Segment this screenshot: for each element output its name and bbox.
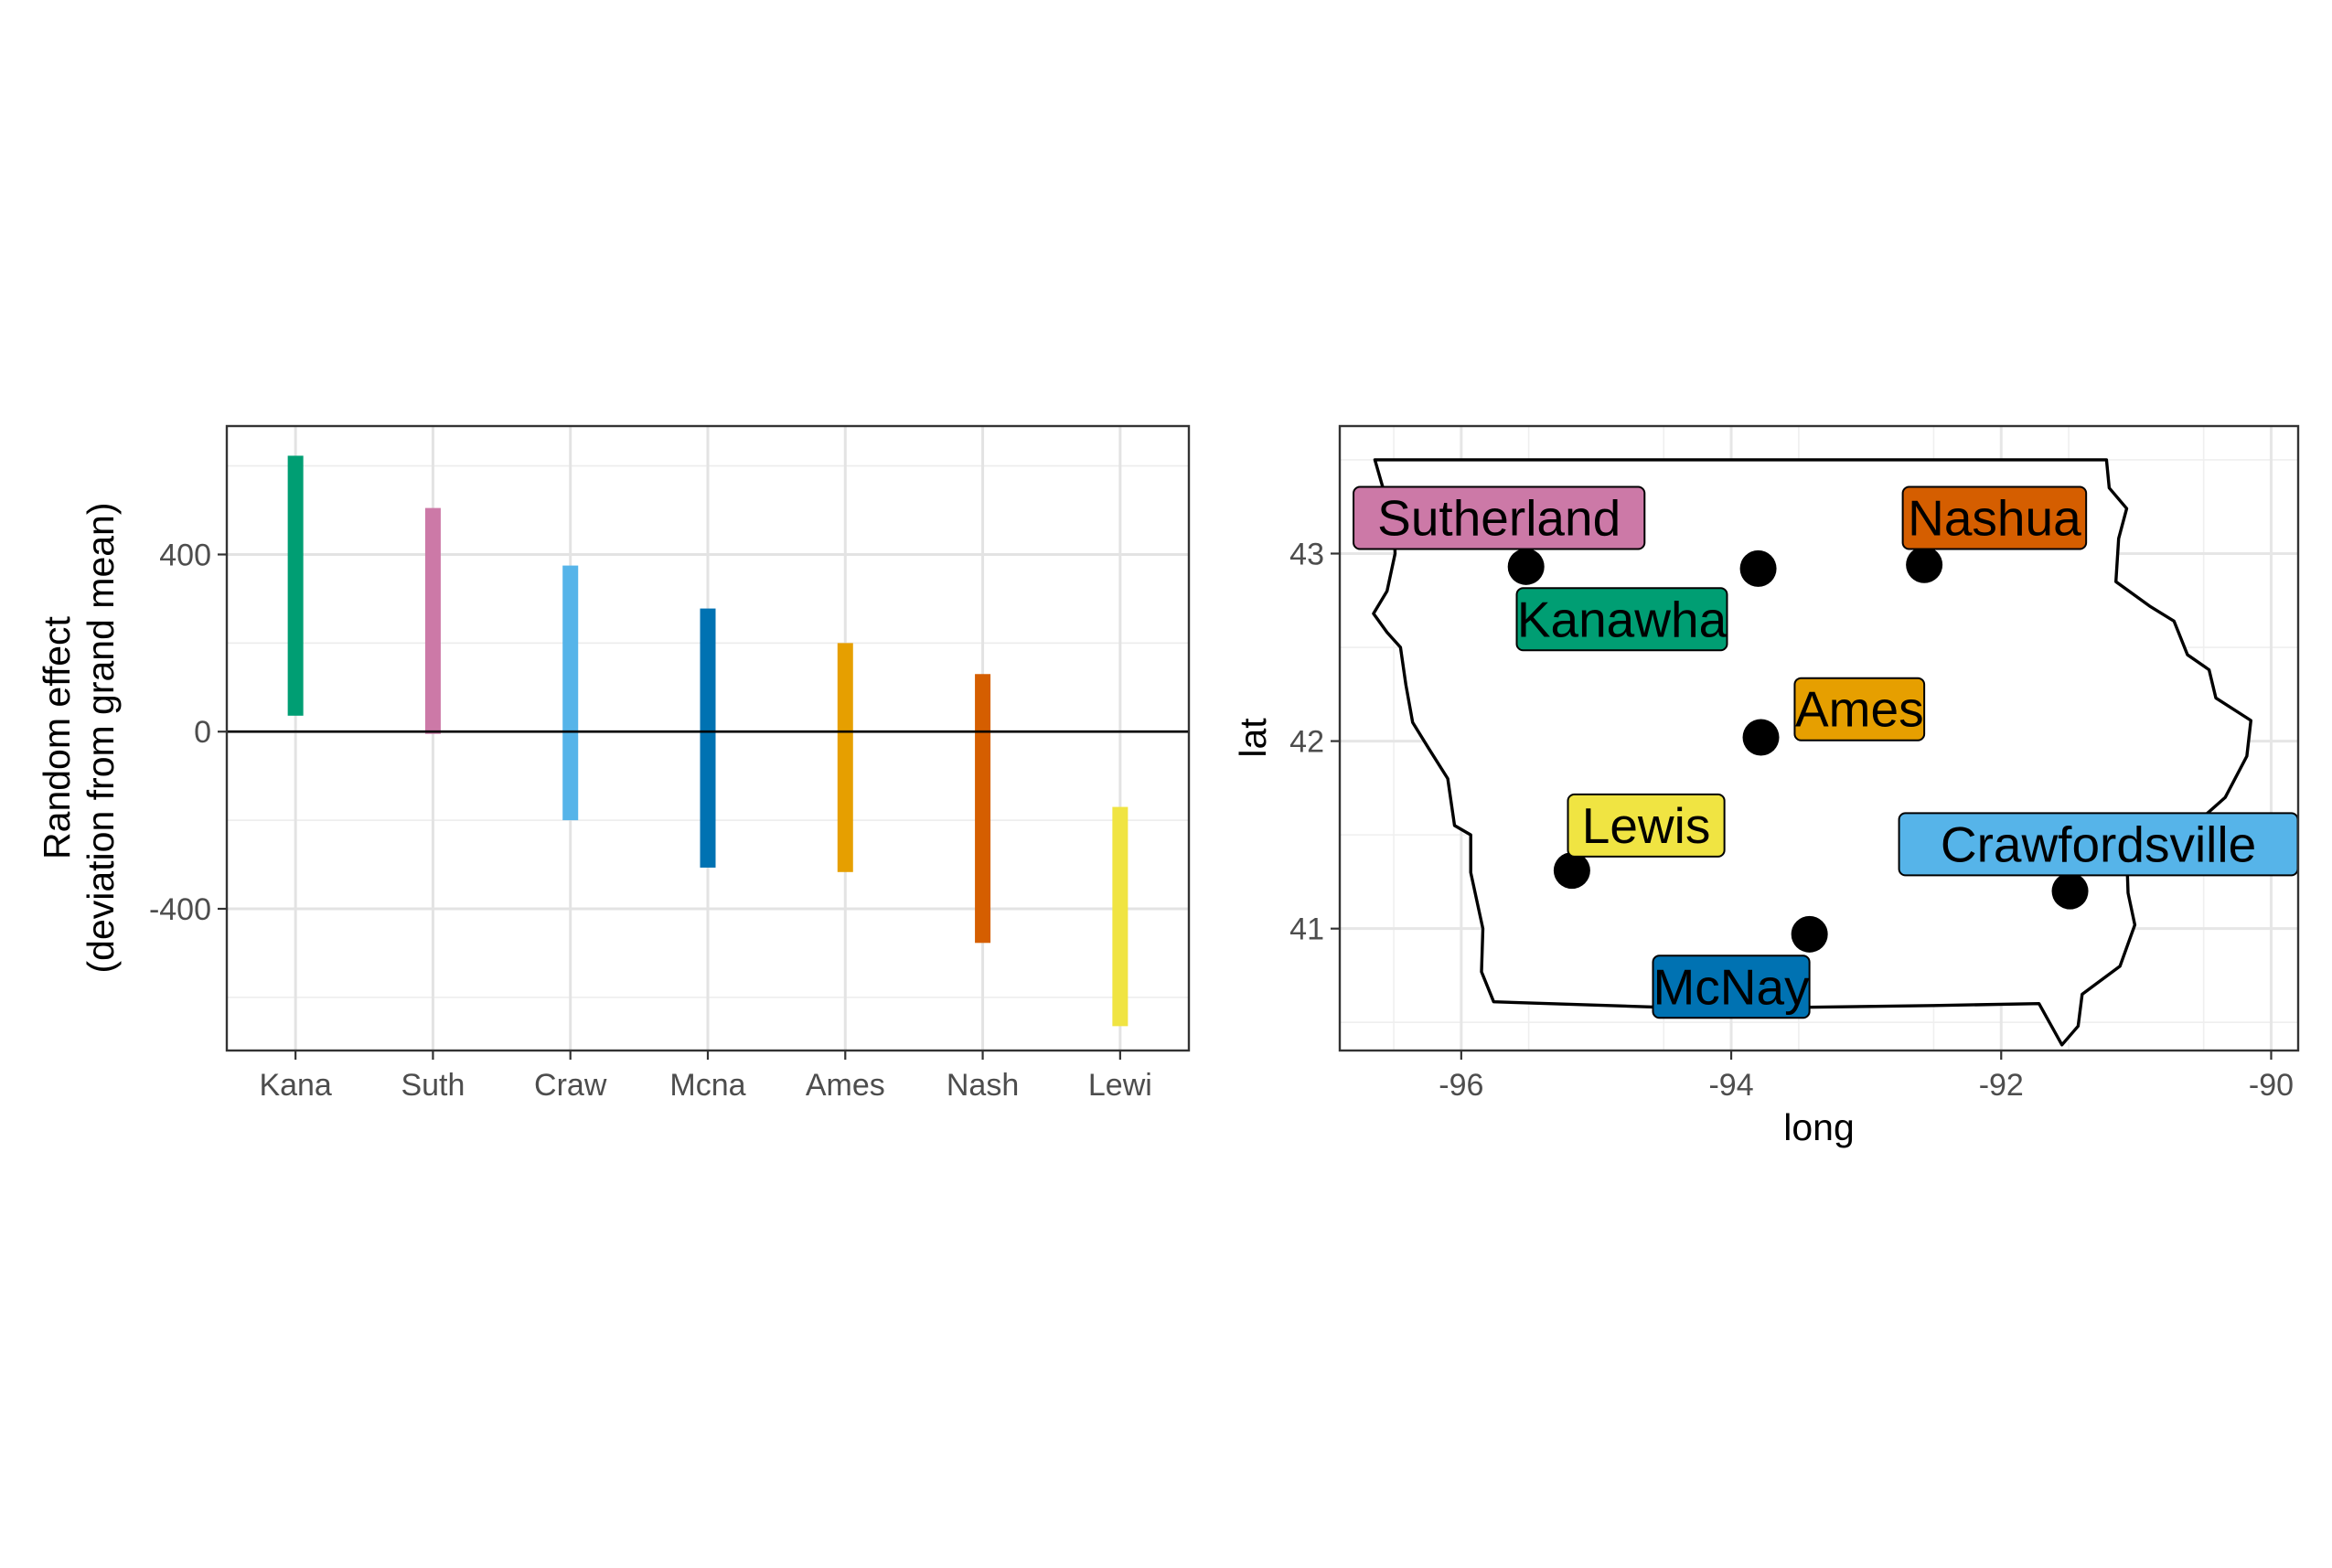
site-label-ames: Ames: [1795, 681, 1924, 738]
site-label-box-nashua: [1901, 485, 2088, 550]
y-axis-title: lat: [1232, 718, 1274, 758]
site-map-panel: Sutherland Kanawha Nashua Ames Lewis Crawford…: [1232, 424, 2300, 1148]
x-tick-label: Nash: [947, 1068, 1019, 1103]
range-bar-nash: [975, 674, 991, 944]
site-point-ames: [1742, 719, 1780, 756]
x-tick-label: Ames: [806, 1068, 885, 1103]
site-point-mcnay: [1791, 915, 1828, 953]
site-label-box-ames: [1793, 677, 1926, 741]
x-tick-label: -96: [1439, 1068, 1483, 1103]
x-tick-label: Craw: [534, 1068, 607, 1103]
range-bar-mcna: [700, 608, 716, 868]
range-bar-suth: [424, 507, 441, 734]
x-tick-label: -92: [1979, 1068, 2024, 1103]
y-axis-title: Random effect(deviation from grand mean): [36, 502, 122, 973]
site-label-nashua: Nashua: [1908, 490, 2081, 547]
site-label-box-sutherland: [1353, 485, 1646, 550]
y-tick-label: 400: [159, 538, 211, 572]
site-label-box-kanawha: [1515, 587, 1728, 652]
x-tick-label: Kana: [259, 1068, 331, 1103]
y-axis-title-line: (deviation from grand mean): [80, 502, 122, 973]
y-axis-title-line: Random effect: [36, 615, 78, 859]
site-point-crawfordsville: [2051, 872, 2089, 910]
site-point-lewis: [1553, 852, 1590, 890]
random-effects-panel: -400 0 400 Kana Suth Craw Mcna Ames Nash Lewi Rand…: [36, 424, 1191, 1103]
x-tick-label: Suth: [401, 1068, 465, 1103]
range-bar-lewi: [1112, 806, 1129, 1027]
site-point-nashua: [1906, 546, 1943, 583]
site-label-sutherland: Sutherland: [1377, 490, 1621, 547]
x-tick-label: Lewi: [1088, 1068, 1152, 1103]
site-point-kanawha: [1739, 549, 1777, 587]
y-tick-label: 42: [1289, 725, 1324, 760]
y-tick-label: -400: [149, 892, 211, 927]
site-label-box-mcnay: [1652, 955, 1811, 1019]
panel-border: [1338, 424, 2300, 1052]
site-point-sutherland: [1507, 548, 1545, 585]
y-tick-label: 43: [1289, 537, 1324, 571]
site-label-box-lewis: [1567, 793, 1726, 858]
x-tick-label: Mcna: [669, 1068, 745, 1103]
site-label-crawfordsville: Crawfordsville: [1941, 816, 2256, 872]
range-bar-craw: [562, 565, 579, 821]
x-tick-label: -90: [2249, 1068, 2294, 1103]
y-tick-label: 41: [1289, 912, 1324, 947]
y-tick-label: 0: [194, 715, 211, 750]
site-label-mcnay: McNay: [1653, 958, 1810, 1015]
x-axis-title: long: [1783, 1106, 1855, 1148]
site-label-lewis: Lewis: [1582, 797, 1711, 854]
range-bar-ames: [837, 643, 853, 872]
range-bar-kana: [287, 455, 304, 716]
site-label-kanawha: Kanawha: [1517, 591, 1728, 647]
x-tick-label: -94: [1708, 1068, 1753, 1103]
